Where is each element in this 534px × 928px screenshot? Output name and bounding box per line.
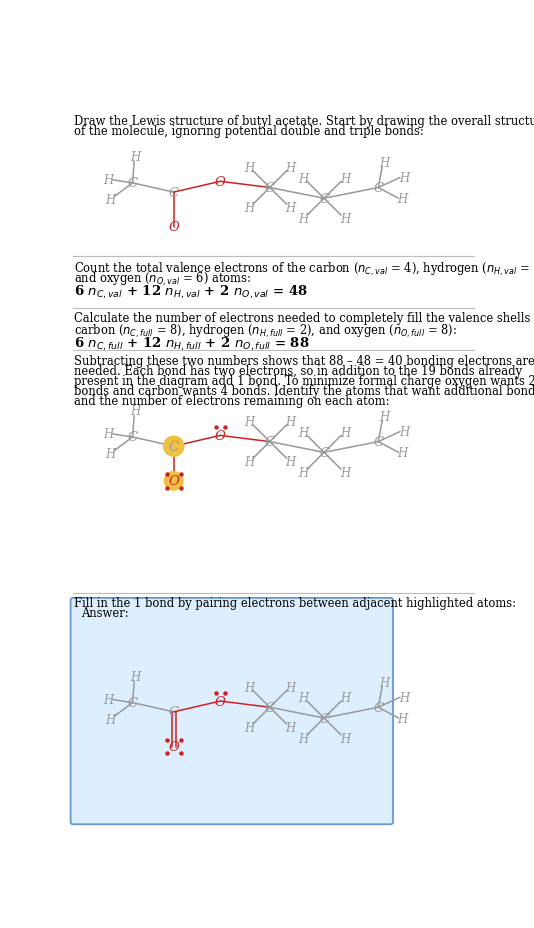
Text: H: H — [244, 456, 254, 469]
Text: of the molecule, ignoring potential double and triple bonds:: of the molecule, ignoring potential doub… — [75, 124, 424, 137]
Text: 6 $n_{C,full}$ + 12 $n_{H,full}$ + 2 $n_{O,full}$ = 88: 6 $n_{C,full}$ + 12 $n_{H,full}$ + 2 $n_… — [75, 335, 310, 353]
Text: H: H — [397, 446, 407, 459]
Text: present in the diagram add 1 bond. To minimize formal charge oxygen wants 2: present in the diagram add 1 bond. To mi… — [75, 374, 534, 387]
Text: C: C — [265, 701, 275, 714]
Text: needed. Each bond has two electrons, so in addition to the 19 bonds already: needed. Each bond has two electrons, so … — [75, 365, 523, 378]
Text: H: H — [340, 691, 350, 704]
Text: H: H — [399, 172, 409, 185]
Text: bonds and carbon wants 4 bonds. Identify the atoms that want additional bonds: bonds and carbon wants 4 bonds. Identify… — [75, 384, 534, 397]
Text: C: C — [169, 705, 179, 718]
Text: O: O — [168, 475, 179, 488]
Text: H: H — [340, 467, 350, 480]
Text: Draw the Lewis structure of butyl acetate. Start by drawing the overall structur: Draw the Lewis structure of butyl acetat… — [75, 114, 534, 127]
Text: H: H — [399, 691, 409, 704]
Text: C: C — [373, 435, 383, 448]
FancyBboxPatch shape — [70, 599, 393, 824]
Text: H: H — [340, 213, 350, 226]
Text: H: H — [298, 173, 308, 186]
Text: H: H — [298, 732, 308, 745]
Text: C: C — [265, 435, 275, 448]
Text: H: H — [103, 693, 113, 706]
Text: O: O — [168, 741, 179, 754]
Text: C: C — [128, 696, 138, 709]
Text: C: C — [319, 712, 329, 725]
Text: H: H — [286, 201, 296, 214]
Text: Subtracting these two numbers shows that 88 – 48 = 40 bonding electrons are: Subtracting these two numbers shows that… — [75, 354, 534, 367]
Text: H: H — [105, 714, 115, 727]
Text: H: H — [298, 426, 308, 439]
Text: H: H — [379, 411, 390, 424]
Text: H: H — [105, 448, 115, 461]
Text: H: H — [244, 721, 254, 734]
Text: 6 $n_{C,val}$ + 12 $n_{H,val}$ + 2 $n_{O,val}$ = 48: 6 $n_{C,val}$ + 12 $n_{H,val}$ + 2 $n_{O… — [75, 284, 308, 301]
Text: C: C — [265, 182, 275, 195]
Text: H: H — [340, 426, 350, 439]
Text: H: H — [286, 161, 296, 174]
Text: Fill in the 1 bond by pairing electrons between adjacent highlighted atoms:: Fill in the 1 bond by pairing electrons … — [75, 597, 516, 610]
Text: C: C — [169, 187, 179, 200]
Text: H: H — [244, 201, 254, 214]
Text: O: O — [168, 221, 179, 234]
Text: H: H — [103, 428, 113, 441]
Text: H: H — [244, 416, 254, 429]
Text: H: H — [340, 173, 350, 186]
Text: H: H — [298, 467, 308, 480]
Text: H: H — [340, 732, 350, 745]
Text: and the number of electrons remaining on each atom:: and the number of electrons remaining on… — [75, 394, 390, 407]
Text: H: H — [130, 151, 140, 164]
Text: and oxygen ($n_{O,val}$ = 6) atoms:: and oxygen ($n_{O,val}$ = 6) atoms: — [75, 271, 252, 288]
Text: C: C — [319, 192, 329, 205]
Text: C: C — [128, 431, 138, 444]
Text: O: O — [215, 175, 226, 188]
Text: H: H — [244, 681, 254, 694]
Text: Answer:: Answer: — [81, 607, 128, 620]
Text: H: H — [105, 194, 115, 207]
Text: H: H — [286, 721, 296, 734]
Text: H: H — [286, 416, 296, 429]
Text: C: C — [319, 446, 329, 459]
Text: H: H — [244, 161, 254, 174]
Text: H: H — [298, 213, 308, 226]
Text: H: H — [397, 192, 407, 205]
Text: C: C — [169, 440, 179, 453]
Text: H: H — [298, 691, 308, 704]
Text: Count the total valence electrons of the carbon ($n_{C,val}$ = 4), hydrogen ($n_: Count the total valence electrons of the… — [75, 261, 534, 277]
Text: H: H — [286, 681, 296, 694]
Text: carbon ($n_{C,full}$ = 8), hydrogen ($n_{H,full}$ = 2), and oxygen ($n_{O,full}$: carbon ($n_{C,full}$ = 8), hydrogen ($n_… — [75, 322, 458, 340]
Text: C: C — [373, 182, 383, 195]
Circle shape — [163, 437, 184, 457]
Text: H: H — [286, 456, 296, 469]
Text: H: H — [103, 174, 113, 187]
Text: H: H — [399, 426, 409, 439]
Text: H: H — [130, 670, 140, 683]
Circle shape — [164, 472, 183, 491]
Text: H: H — [379, 677, 390, 690]
Text: C: C — [128, 177, 138, 190]
Text: H: H — [397, 712, 407, 725]
Text: O: O — [215, 430, 226, 443]
Text: Calculate the number of electrons needed to completely fill the valence shells f: Calculate the number of electrons needed… — [75, 312, 534, 325]
Text: C: C — [373, 701, 383, 714]
Text: H: H — [130, 405, 140, 418]
Text: H: H — [379, 157, 390, 170]
Text: O: O — [215, 695, 226, 708]
